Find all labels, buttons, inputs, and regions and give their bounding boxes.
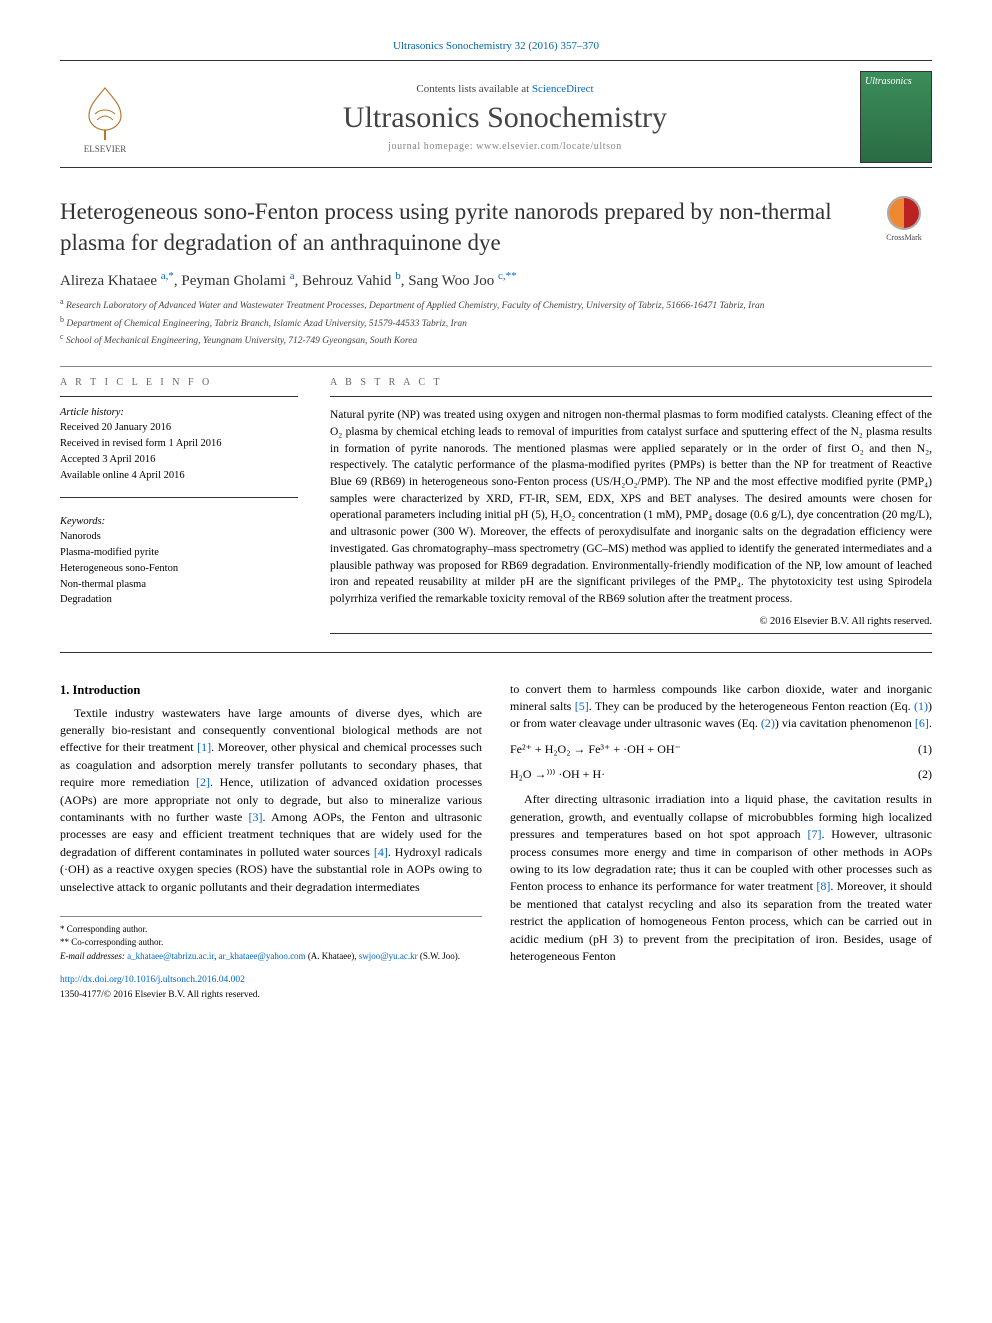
doi-link[interactable]: http://dx.doi.org/10.1016/j.ultsonch.201… xyxy=(60,975,245,985)
email-addresses: a_khataee@tabrizu.ac.ir, ar_khataee@yaho… xyxy=(127,951,460,961)
journal-cover-thumb: Ultrasonics xyxy=(860,71,932,163)
cover-title: Ultrasonics xyxy=(865,76,912,87)
equation-expr: H₂O →⁾⁾⁾ ·OH + H· xyxy=(510,766,605,783)
journal-name: Ultrasonics Sonochemistry xyxy=(150,101,860,135)
article-info-heading: A R T I C L E I N F O xyxy=(60,377,298,388)
doi-block: http://dx.doi.org/10.1016/j.ultsonch.201… xyxy=(60,973,482,1002)
rule-info xyxy=(60,396,298,397)
corr-author-note: * Corresponding author. xyxy=(60,923,482,937)
history-heading: Article history: xyxy=(60,407,298,418)
keyword: Degradation xyxy=(60,592,298,608)
equation-tag: (2) xyxy=(918,766,932,783)
elsevier-tree-icon xyxy=(75,80,135,144)
abstract-copyright: © 2016 Elsevier B.V. All rights reserved… xyxy=(330,616,932,627)
authors-line: Alireza Khataee a,*, Peyman Gholami a, B… xyxy=(60,270,932,290)
rule-abstract-bottom xyxy=(330,633,932,634)
footnotes: * Corresponding author. ** Co-correspond… xyxy=(60,916,482,964)
contents-available: Contents lists available at ScienceDirec… xyxy=(150,83,860,95)
email-label: E-mail addresses: xyxy=(60,951,125,961)
article-body: 1. Introduction Textile industry wastewa… xyxy=(60,681,932,1002)
masthead: ELSEVIER Contents lists available at Sci… xyxy=(60,61,932,167)
body-paragraph: Textile industry wastewaters have large … xyxy=(60,705,482,896)
crossmark-label: CrossMark xyxy=(886,233,922,242)
publisher-logo: ELSEVIER xyxy=(60,80,150,154)
crossmark-icon xyxy=(887,196,921,230)
co-corr-author-note: ** Co-corresponding author. xyxy=(60,936,482,950)
equation-expr: Fe²⁺ + H₂O₂ → Fe³⁺ + ·OH + OH⁻ xyxy=(510,741,681,758)
body-paragraph: After directing ultrasonic irradiation i… xyxy=(510,791,932,965)
keyword: Heterogeneous sono-Fenton xyxy=(60,561,298,577)
keyword: Non-thermal plasma xyxy=(60,577,298,593)
issn-copyright: 1350-4177/© 2016 Elsevier B.V. All right… xyxy=(60,990,260,1000)
rule-kw xyxy=(60,497,298,498)
article-title: Heterogeneous sono-Fenton process using … xyxy=(60,196,852,258)
abstract-heading: A B S T R A C T xyxy=(330,377,932,388)
rule-below-abstract xyxy=(60,652,932,653)
journal-homepage: journal homepage: www.elsevier.com/locat… xyxy=(150,141,860,152)
keyword: Plasma-modified pyrite xyxy=(60,545,298,561)
equation: Fe²⁺ + H₂O₂ → Fe³⁺ + ·OH + OH⁻ (1) xyxy=(510,741,932,758)
keywords-heading: Keywords: xyxy=(60,516,298,527)
rule-abstract xyxy=(330,396,932,397)
publisher-name: ELSEVIER xyxy=(84,144,127,154)
sciencedirect-link[interactable]: ScienceDirect xyxy=(532,83,594,95)
keyword: Nanorods xyxy=(60,529,298,545)
abstract-text: Natural pyrite (NP) was treated using ox… xyxy=(330,407,932,607)
history-line: Received 20 January 2016 xyxy=(60,420,298,436)
equation: H₂O →⁾⁾⁾ ·OH + H· (2) xyxy=(510,766,932,783)
body-paragraph: to convert them to harmless compounds li… xyxy=(510,681,932,733)
affiliations: a Research Laboratory of Advanced Water … xyxy=(60,296,932,348)
running-head: Ultrasonics Sonochemistry 32 (2016) 357–… xyxy=(60,40,932,52)
rule-under-masthead xyxy=(60,167,932,168)
section-heading: 1. Introduction xyxy=(60,681,482,699)
history-line: Available online 4 April 2016 xyxy=(60,468,298,484)
history-line: Accepted 3 April 2016 xyxy=(60,452,298,468)
crossmark-badge[interactable]: CrossMark xyxy=(876,196,932,242)
contents-prefix: Contents lists available at xyxy=(416,83,531,95)
history-line: Received in revised form 1 April 2016 xyxy=(60,436,298,452)
rule-above-info xyxy=(60,366,932,367)
equation-tag: (1) xyxy=(918,741,932,758)
